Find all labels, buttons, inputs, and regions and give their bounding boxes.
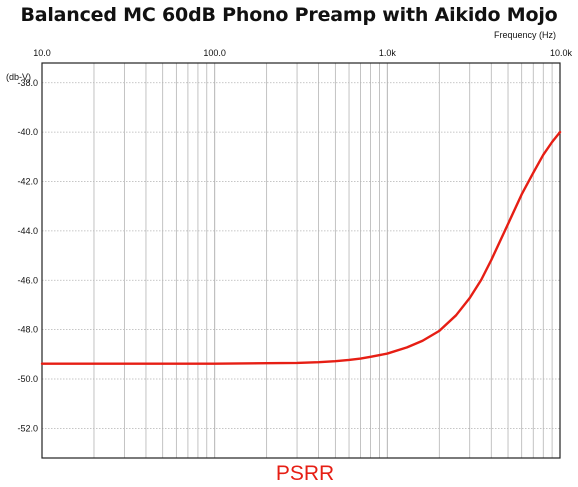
x-tick-label: 10.0 (33, 48, 51, 58)
plot-frame (41, 62, 561, 459)
x-tick-label: 1.0k (379, 48, 397, 58)
grid-lines (41, 63, 561, 458)
y-tick-label: -50.0 (17, 374, 38, 384)
y-axis-label: (db-V) (6, 72, 31, 82)
y-tick-label: -42.0 (17, 177, 38, 187)
psrr-series-line (40, 130, 562, 365)
y-tick-label: -48.0 (17, 325, 38, 335)
x-tick-label: 10.0k (550, 48, 573, 58)
x-axis-label: Frequency (Hz) (494, 30, 556, 40)
y-tick-label: -46.0 (17, 275, 38, 285)
y-tick-label: -44.0 (17, 226, 38, 236)
x-tick-label: 100.0 (203, 48, 226, 58)
tick-labels: 10.0 100.0 1.0k 10.0k -38.0 -40.0 -42.0 -44.0 -4… (17, 48, 572, 433)
y-tick-label: -40.0 (17, 127, 38, 137)
chart-title: Balanced MC 60dB Phono Preamp with Aikid… (20, 4, 558, 26)
series-layer (40, 130, 562, 365)
y-tick-label: -52.0 (17, 423, 38, 433)
y-tick-label: -38.0 (17, 78, 38, 88)
plot-border (41, 62, 561, 459)
psrr-annotation: PSRR (276, 462, 334, 485)
